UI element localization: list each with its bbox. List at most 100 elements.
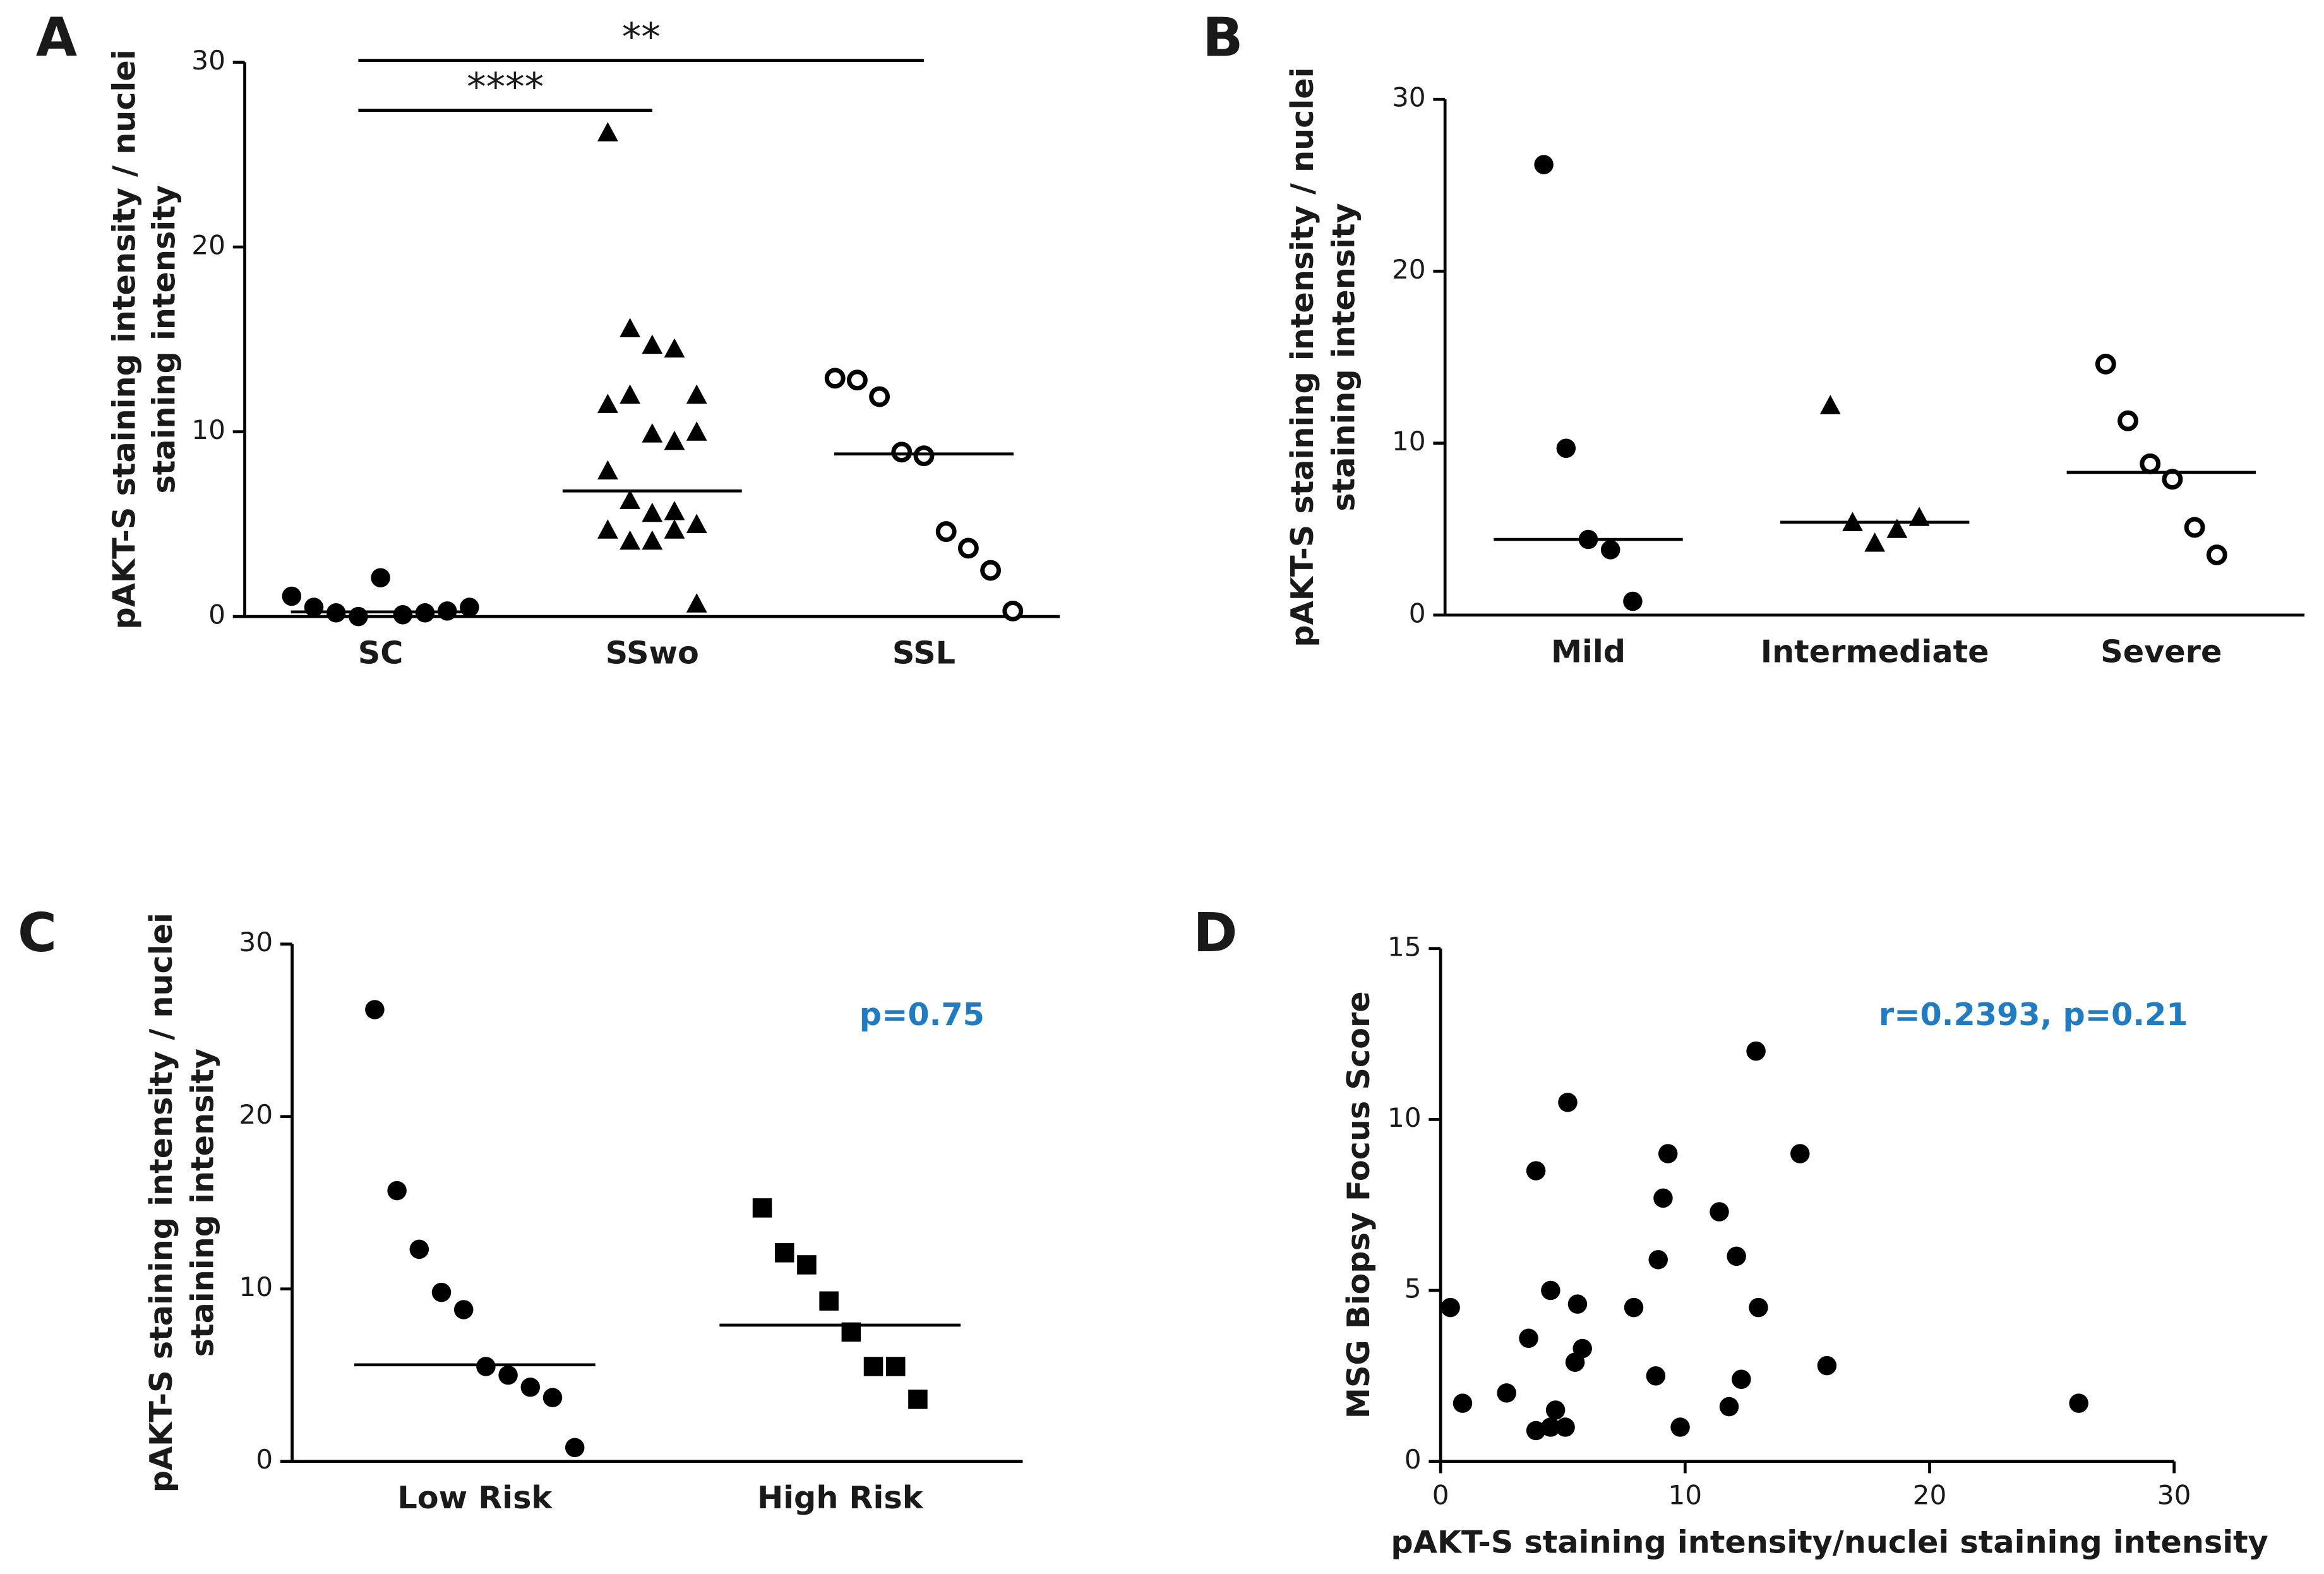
point xyxy=(620,384,641,404)
x-tick-label: 10 xyxy=(1668,1479,1702,1510)
point xyxy=(686,593,707,613)
y-axis-label: staining intensity xyxy=(184,1048,221,1357)
point xyxy=(1526,1421,1546,1441)
stat-annotation: p=0.75 xyxy=(860,996,985,1033)
point xyxy=(1623,591,1643,611)
y-axis-label: staining intensity xyxy=(146,185,183,493)
point xyxy=(1670,1417,1690,1437)
x-tick-label: SSL xyxy=(892,635,955,671)
point xyxy=(597,460,618,480)
y-tick-label: 10 xyxy=(1392,426,1426,457)
point xyxy=(1519,1328,1538,1349)
point xyxy=(520,1378,541,1397)
point xyxy=(819,1291,839,1311)
point xyxy=(597,394,618,413)
point xyxy=(387,1180,407,1201)
x-tick-label: Low Risk xyxy=(397,1479,553,1516)
point xyxy=(1646,1366,1666,1386)
point xyxy=(797,1255,817,1275)
point xyxy=(476,1357,496,1376)
point xyxy=(2117,410,2138,431)
point xyxy=(371,568,390,587)
point xyxy=(846,369,868,391)
x-tick-label: 0 xyxy=(1432,1479,1449,1510)
point xyxy=(409,1239,429,1259)
point xyxy=(2095,353,2116,375)
point xyxy=(957,538,979,559)
y-tick-label: 5 xyxy=(1405,1273,1422,1304)
point xyxy=(1732,1369,1751,1390)
point xyxy=(664,338,685,358)
point xyxy=(1727,1246,1746,1266)
point xyxy=(1534,155,1554,174)
point xyxy=(664,500,685,520)
point xyxy=(282,586,302,606)
point xyxy=(774,1243,794,1263)
point xyxy=(863,1357,883,1376)
y-axis-label: staining intensity xyxy=(1325,203,1362,511)
point xyxy=(460,598,479,617)
point xyxy=(1658,1144,1678,1163)
y-axis-label: pAKT-S staining intensity / nuclei xyxy=(143,913,179,1493)
x-tick-label: Intermediate xyxy=(1761,633,1989,670)
point xyxy=(824,368,846,389)
y-tick-label: 0 xyxy=(1405,1444,1422,1475)
point xyxy=(664,519,685,539)
point xyxy=(686,421,707,441)
point xyxy=(642,502,663,522)
point xyxy=(1002,600,1024,622)
point xyxy=(1441,1297,1460,1318)
point xyxy=(752,1198,772,1218)
point xyxy=(620,318,641,337)
y-axis-label: pAKT-S staining intensity / nuclei xyxy=(1284,67,1321,647)
point xyxy=(1556,438,1576,459)
point xyxy=(1572,1338,1592,1359)
panel-letter: C xyxy=(18,902,57,964)
y-tick-label: 30 xyxy=(239,927,273,958)
point xyxy=(1790,1144,1810,1163)
point xyxy=(620,490,641,509)
y-tick-label: 0 xyxy=(1409,598,1426,628)
x-axis-label: pAKT-S staining intensity/nuclei stainin… xyxy=(1391,1524,2268,1561)
point xyxy=(913,445,935,467)
point xyxy=(431,1282,452,1302)
point xyxy=(1817,1355,1837,1376)
point xyxy=(304,598,324,617)
y-tick-label: 20 xyxy=(239,1099,273,1130)
point xyxy=(1719,1397,1739,1417)
y-tick-label: 15 xyxy=(1387,931,1422,962)
x-tick-label: 20 xyxy=(1913,1479,1947,1510)
point xyxy=(1558,1093,1578,1112)
y-tick-label: 10 xyxy=(191,414,225,445)
point xyxy=(1567,1294,1588,1314)
point xyxy=(1545,1400,1566,1420)
point xyxy=(349,606,368,627)
panel-letter: A xyxy=(36,7,77,69)
point xyxy=(1746,1041,1766,1061)
point xyxy=(1749,1297,1768,1318)
point xyxy=(620,530,641,550)
y-tick-label: 10 xyxy=(239,1271,273,1302)
point xyxy=(980,560,1002,581)
stat-annotation: r=0.2393, p=0.21 xyxy=(1879,996,2188,1033)
y-tick-label: 0 xyxy=(208,599,225,630)
x-tick-label: High Risk xyxy=(757,1479,924,1516)
point xyxy=(642,423,663,443)
point xyxy=(1886,519,1908,538)
panel-letter: D xyxy=(1193,902,1237,964)
point xyxy=(2140,453,2161,474)
panel-letter: B xyxy=(1202,7,1243,69)
point xyxy=(453,1300,474,1319)
point xyxy=(935,521,957,543)
point xyxy=(908,1390,928,1409)
point xyxy=(885,1357,906,1376)
x-tick-label: SSwo xyxy=(606,635,699,671)
point xyxy=(1653,1188,1673,1208)
point xyxy=(642,530,663,550)
x-tick-label: 30 xyxy=(2157,1479,2191,1510)
point xyxy=(365,1000,385,1019)
point xyxy=(686,514,707,533)
point xyxy=(393,604,413,625)
y-tick-label: 20 xyxy=(191,230,225,261)
